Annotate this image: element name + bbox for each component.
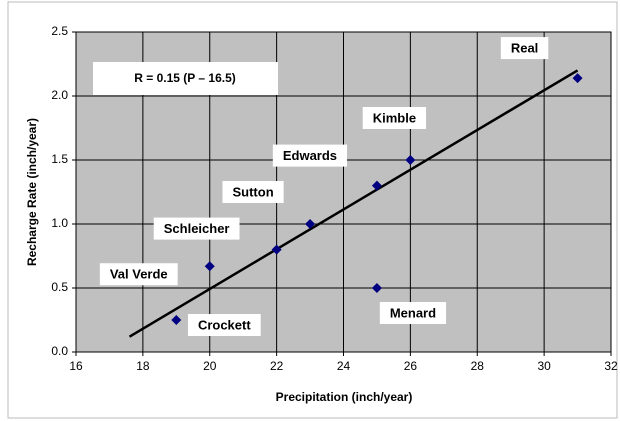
y-tick-label: 2.0 xyxy=(51,88,68,102)
point-label-box xyxy=(500,37,549,60)
point-label-box xyxy=(153,217,240,240)
annotation: R = 0.15 (P – 16.5) xyxy=(134,71,236,85)
point-label-box xyxy=(272,144,348,167)
data-point xyxy=(271,244,282,255)
data-point xyxy=(405,155,416,165)
fit-line xyxy=(128,69,579,338)
point-label: Crockett xyxy=(198,317,251,332)
point-label: Real xyxy=(511,41,538,56)
point-label: Menard xyxy=(390,305,436,320)
point-label-box xyxy=(187,314,261,336)
point-label: Kimble xyxy=(373,110,416,125)
x-axis-label: Precipitation (inch/year) xyxy=(276,390,413,404)
y-tick-label: 2.5 xyxy=(51,24,68,38)
y-axis-label: Recharge Rate (inch/year) xyxy=(25,118,39,266)
x-tick-label: 24 xyxy=(337,359,351,373)
data-point xyxy=(204,261,215,272)
x-tick-label: 22 xyxy=(270,359,284,373)
point-label-box xyxy=(379,302,447,324)
data-point xyxy=(305,219,316,229)
x-tick-label: 28 xyxy=(471,359,485,373)
point-label: Schleicher xyxy=(164,221,230,236)
point-label: Edwards xyxy=(283,148,337,163)
x-tick-label: 16 xyxy=(69,359,83,373)
x-tick-label: 26 xyxy=(404,359,418,373)
x-tick-label: 30 xyxy=(537,359,551,373)
annotation-box xyxy=(93,62,278,95)
data-point xyxy=(371,180,382,191)
y-tick-label: 0.0 xyxy=(51,344,68,358)
y-tick-label: 1.5 xyxy=(51,152,68,166)
data-point xyxy=(371,283,382,293)
x-tick-label: 32 xyxy=(604,359,618,373)
point-label-box xyxy=(362,107,427,129)
data-point xyxy=(171,315,182,325)
y-tick-label: 0.5 xyxy=(51,280,68,294)
point-label: Val Verde xyxy=(110,267,168,282)
point-label-box xyxy=(99,263,178,286)
x-tick-label: 18 xyxy=(136,359,150,373)
x-tick-label: 20 xyxy=(203,359,217,373)
point-label-box xyxy=(222,181,284,203)
y-tick-label: 1.0 xyxy=(51,216,68,230)
data-point xyxy=(572,73,583,84)
point-label: Sutton xyxy=(232,184,273,199)
